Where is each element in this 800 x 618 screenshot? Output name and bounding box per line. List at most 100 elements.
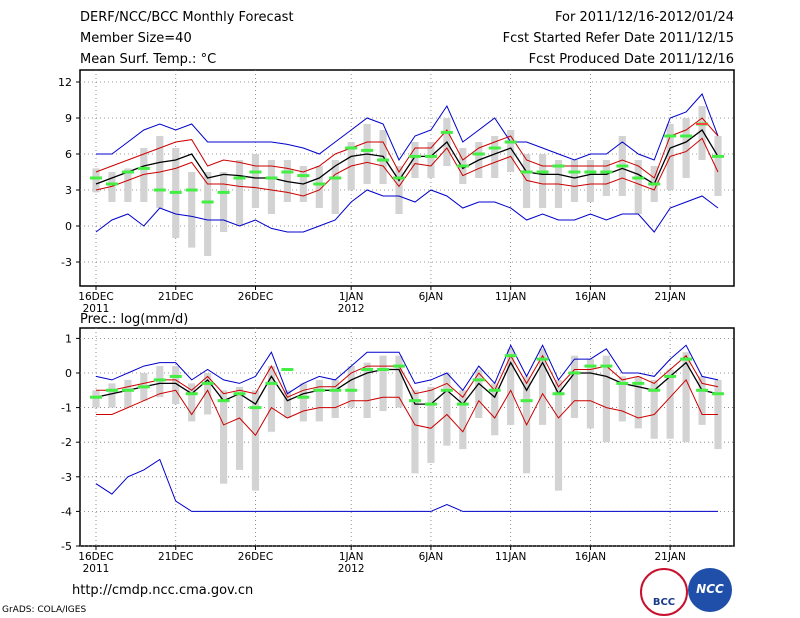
prec-xtick-label: 16DEC — [78, 551, 113, 563]
temp-green-marker — [424, 154, 437, 158]
temp-spread-box — [235, 160, 244, 226]
temp-spread-box — [682, 118, 690, 178]
prec-green-marker — [217, 399, 230, 403]
prec-spread-box — [92, 390, 100, 408]
temp-green-marker — [297, 174, 310, 178]
prec-spread-box — [538, 348, 547, 425]
prec-green-marker — [648, 388, 661, 392]
prec-min-line — [95, 458, 718, 512]
prec-xtick-label: 1JAN — [339, 551, 364, 563]
temp-green-marker — [313, 182, 326, 186]
temp-lower-line — [95, 137, 719, 197]
temp-spread-box — [586, 160, 594, 202]
temp-spread-box — [714, 136, 722, 196]
temp-green-marker — [632, 176, 645, 180]
temp-green-marker — [680, 134, 693, 138]
footer-url[interactable]: http://cmdp.ncc.cma.gov.cn — [72, 583, 254, 598]
temp-green-marker — [137, 166, 150, 170]
temp-chart-title: Mean Surf. Temp.: °C — [80, 52, 217, 67]
temp-green-marker — [393, 176, 406, 180]
prec-green-marker — [552, 392, 565, 396]
temp-green-marker — [121, 170, 134, 174]
temp-ytick-label: -3 — [61, 256, 72, 269]
temp-spread-box — [108, 172, 116, 202]
temp-green-marker — [249, 170, 262, 174]
prec-green-marker — [712, 392, 724, 396]
forecast-started-date: Fcst Started Refer Date 2011/12/15 — [502, 31, 734, 46]
temp-spread-box — [427, 142, 435, 178]
prec-spread-box — [235, 386, 244, 470]
bcc-logo: BCC — [640, 568, 688, 616]
forecast-title: DERF/NCC/BCC Monthly Forecast — [80, 10, 294, 25]
prec-spread-box — [204, 372, 212, 415]
prec-green-marker — [361, 368, 374, 372]
prec-spread-box — [188, 383, 196, 422]
prec-green-marker — [249, 406, 262, 410]
prec-green-marker — [568, 371, 581, 375]
prec-spread-box — [427, 386, 435, 463]
prec-green-marker — [680, 357, 693, 361]
prec-green-marker — [185, 392, 198, 396]
prec-spread-box — [379, 355, 387, 412]
prec-upper-line — [96, 354, 719, 398]
temp-xtick-label: 16DEC — [78, 291, 113, 303]
temp-spread-box — [267, 160, 276, 214]
temp-spread-box — [507, 130, 515, 172]
prec-green-marker — [616, 381, 629, 385]
prec-ytick-label: 0 — [65, 367, 72, 380]
temp-min-line — [95, 189, 719, 233]
temp-green-marker — [377, 158, 390, 162]
temp-green-marker — [520, 170, 533, 174]
prec-green-marker — [584, 364, 597, 368]
temp-green-marker — [488, 146, 501, 150]
temp-ytick-label: 9 — [65, 112, 72, 125]
prec-spread-box — [443, 372, 451, 446]
prec-xtick-year: 2011 — [83, 563, 110, 575]
ncc-logo: NCC — [688, 568, 732, 612]
forecast-produced-date: Fcst Produced Date 2011/12/16 — [528, 52, 734, 67]
prec-ytick-label: -1 — [61, 402, 72, 415]
prec-spread-box — [283, 390, 291, 418]
temp-green-marker — [616, 164, 629, 168]
prec-spread-box — [682, 352, 690, 443]
prec-max-line — [95, 344, 719, 395]
prec-green-marker — [520, 399, 533, 403]
prec-green-marker — [169, 374, 182, 378]
prec-xtick-label: 21DEC — [158, 551, 193, 563]
temp-spread-box — [188, 172, 196, 248]
prec-ytick-label: -5 — [61, 540, 72, 553]
temp-spread-box — [204, 172, 212, 256]
temp-green-marker — [90, 176, 102, 180]
prec-green-marker — [488, 388, 501, 392]
prec-spread-box — [299, 383, 307, 422]
prec-green-marker — [297, 395, 310, 399]
temp-green-marker — [361, 148, 374, 152]
temp-green-marker — [504, 140, 517, 144]
prec-green-marker — [408, 399, 421, 403]
temp-green-marker — [536, 170, 549, 174]
temp-xtick-label: 6JAN — [419, 291, 444, 303]
temp-spread-box — [523, 154, 531, 208]
temp-green-marker — [600, 170, 613, 174]
prec-green-marker — [105, 388, 118, 392]
prec-spread-box — [491, 383, 499, 436]
temp-spread-box — [140, 148, 148, 202]
temp-green-marker — [281, 170, 294, 174]
prec-green-marker — [281, 368, 294, 372]
temp-ytick-label: 0 — [65, 220, 72, 233]
prec-spread-box — [172, 366, 180, 405]
temp-xtick-label: 11JAN — [495, 291, 526, 303]
prec-xtick-label: 11JAN — [495, 551, 526, 563]
prec-green-marker — [265, 381, 278, 385]
temp-spread-box — [698, 106, 706, 160]
prec-mean-line — [95, 361, 719, 406]
prec-green-marker — [424, 402, 437, 406]
member-size-label: Member Size=40 — [80, 31, 192, 46]
temp-spread-box — [395, 166, 403, 214]
temp-green-marker — [201, 200, 214, 204]
temp-green-marker — [153, 188, 166, 192]
prec-xtick-label: 26DEC — [238, 551, 273, 563]
prec-spread-box — [156, 366, 164, 398]
